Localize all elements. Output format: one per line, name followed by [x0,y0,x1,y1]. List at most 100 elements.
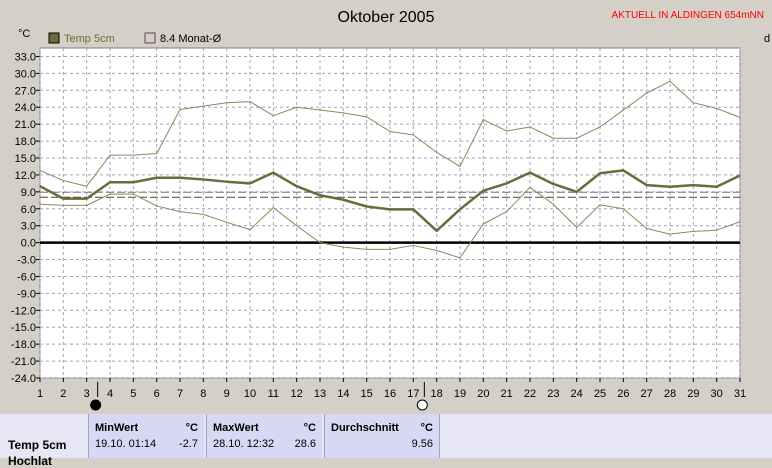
x-tick-label: 11 [268,388,279,400]
x-tick-label: 13 [314,388,326,400]
series-daily-min-point [226,221,228,223]
series-daily-min-point [62,204,64,206]
y-tick-label: -15.0 [11,322,36,334]
series-daily-max-point [39,169,41,172]
right-edge-label: d [764,33,770,45]
series-daily-max-point [272,115,274,117]
series-daily-max-point [599,126,601,128]
series-daily-min-point [506,210,508,213]
series-temp-5cm-point [86,198,88,200]
series-temp-5cm-point [646,184,648,186]
stat-min-unit: °C [185,422,198,434]
y-tick-label: 15.0 [15,153,36,165]
series-daily-max-point [716,107,718,109]
y-tick-label: 18.0 [15,136,36,148]
series-temp-5cm-point [296,185,298,187]
series-temp-5cm-point [62,198,64,200]
y-tick-label: -18.0 [11,339,36,351]
x-tick-label: 25 [594,388,606,400]
y-tick-label: 33.0 [15,51,36,63]
series-daily-max-point [739,116,741,118]
stat-max-unit: °C [303,422,316,434]
series-temp-5cm-point [132,181,134,183]
series-temp-5cm-point [506,182,508,184]
series-temp-5cm-point [529,172,531,174]
series-daily-min-point [132,193,134,195]
series-daily-min-point [272,207,274,209]
stat-avg: Durchschnitt °C 9.56 [324,414,440,458]
series-daily-min-point [296,225,298,227]
y-tick-label: 21.0 [15,119,36,131]
new-moon-icon [90,399,102,411]
series-daily-min-point [86,204,88,206]
series-daily-max-point [226,102,228,104]
series-daily-min-point [109,193,111,195]
station-banner: AKTUELL IN ALDINGEN 654mNN [612,10,764,21]
series-temp-5cm-point [179,177,181,179]
series-daily-min-point [669,233,671,235]
series-daily-min-point [202,213,204,216]
x-tick-label: 29 [687,388,699,400]
series-daily-max-point [412,134,414,136]
series-temp-5cm-point [716,186,718,188]
legend: Temp 5cm 8.4 Monat-Ø [48,32,222,45]
series-daily-max-point [459,165,461,168]
x-tick-label: 20 [477,388,489,400]
legend-label-temp: Temp 5cm [64,33,115,45]
series-daily-min-point [436,249,438,252]
x-tick-label: 6 [154,388,160,400]
y-tick-label: 27.0 [15,85,36,97]
series-daily-max-point [552,137,554,139]
series-temp-5cm-point [109,181,111,183]
stat-max-value: 28.6 [294,438,316,450]
series-temp-5cm-point [249,182,251,184]
moon-markers [90,382,428,411]
series-layer [39,80,741,259]
legend-label-monthly-mean: 8.4 Monat-Ø [160,33,222,45]
series-daily-min-point [646,227,648,230]
series-daily-max-point [86,185,88,187]
stat-min: MinWert °C 19.10. 01:14 -2.7 [88,414,204,458]
series-temp-5cm-point [482,190,484,192]
x-tick-label: 7 [177,388,183,400]
x-tick-label: 14 [337,388,349,400]
series-daily-min-point [692,230,694,232]
series-temp-5cm-point [599,172,601,174]
series-daily-min-point [156,205,158,207]
series-daily-max-point [529,126,531,128]
stats-series-label: Temp 5cm [8,438,67,452]
legend-swatch-monthly-mean [144,32,156,44]
x-tick-label: 16 [384,388,396,400]
series-temp-5cm-point [552,183,554,185]
stats-cut-label: Hochlat [8,454,53,468]
chart-title: Oktober 2005 [338,9,435,26]
stat-avg-unit: °C [420,422,433,434]
series-daily-min-point [39,203,41,205]
series-temp-5cm-point [622,169,624,172]
series-temp-5cm-point [389,208,391,210]
x-axis-labels: 1 2 3 4 5 6 7 8 9 10 11 12 13 14 15 16 17 18 19 20 21 22 23 24 2… [37,388,746,400]
series-daily-max-point [622,109,624,111]
series-daily-max-point [342,112,344,114]
series-daily-min-point [576,226,578,228]
x-tick-label: 24 [571,388,583,400]
series-daily-min-point [412,244,414,247]
series-daily-min-point [739,221,741,223]
y-tick-label: 24.0 [15,102,36,114]
series-temp-5cm-point [202,178,204,181]
x-tick-label: 18 [431,388,443,400]
stat-min-value: -2.7 [179,438,198,450]
series-daily-min-point [366,248,368,250]
stat-max-time: 28.10. 12:32 [213,438,275,450]
series-daily-max-point [249,100,251,103]
x-tick-label: 22 [524,388,536,400]
stat-min-title: MinWert [95,422,139,434]
series-daily-max-point [669,80,671,82]
series-daily-min-point [622,208,624,210]
series-daily-max-point [179,108,181,111]
x-tick-label: 28 [664,388,676,400]
x-tick-label: 5 [130,388,136,400]
series-daily-max-point [296,106,298,108]
series-daily-min-point [529,186,531,188]
x-tick-label: 10 [244,388,256,400]
